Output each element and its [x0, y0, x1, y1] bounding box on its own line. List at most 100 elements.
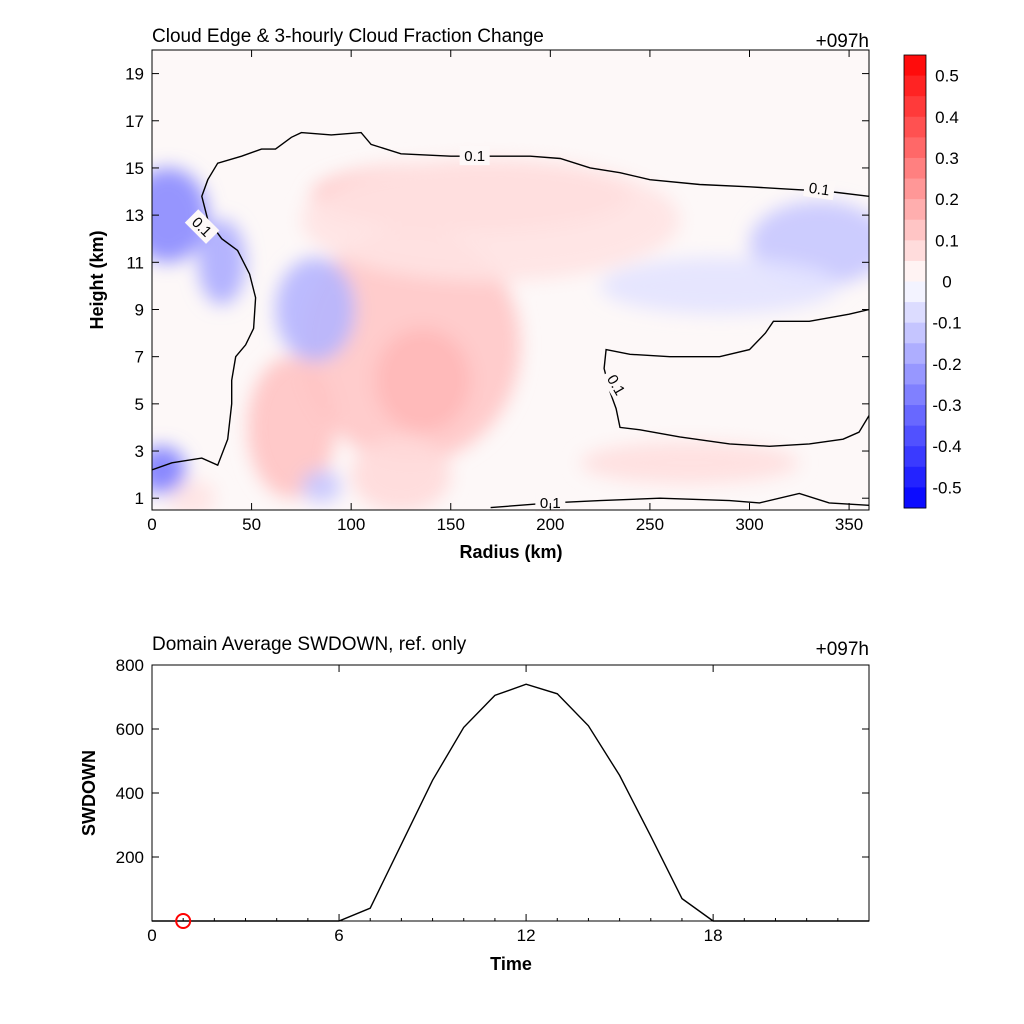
contour-label-background: [803, 177, 836, 201]
colorbar-swatch: [904, 302, 926, 324]
colorbar: 0.5 0.4 0.3 0.2 0.1 0 -0.1 -0.2 -0.3 -0.4 -0.5: [903, 54, 962, 509]
line-chart-title: Domain Average SWDOWN, ref. only: [152, 634, 467, 655]
x-axis-label: Radius (km): [459, 542, 562, 562]
y-tick-label: 9: [135, 300, 144, 319]
swdown-tick-label: 800: [116, 656, 144, 675]
colorbar-swatch: [904, 178, 926, 200]
colorbar-swatch: [904, 281, 926, 303]
plot-frame: [151, 49, 870, 511]
y-tick-label: 7: [135, 348, 144, 367]
colorbar-swatch: [904, 96, 926, 118]
colorbar-label: 0.4: [935, 108, 959, 127]
line-x-axis-label: Time: [490, 954, 532, 974]
time-tick-label: 6: [334, 926, 343, 945]
negative-anomaly: [301, 469, 342, 503]
colorbar-swatch: [904, 363, 926, 385]
contour-label: 0.1: [459, 146, 490, 166]
time-tick-label: 18: [704, 926, 723, 945]
positive-anomaly: [580, 441, 800, 485]
colorbar-label: -0.2: [932, 355, 961, 374]
colorbar-swatch: [904, 219, 926, 241]
negative-anomaly: [600, 257, 840, 315]
y-tick-label: 19: [125, 65, 144, 84]
colorbar-swatch: [904, 137, 926, 159]
negative-anomaly: [275, 257, 356, 362]
contour-label-background: [600, 366, 633, 403]
colorbar-label: 0.2: [935, 190, 959, 209]
contour-label-text: 0.1: [808, 180, 831, 200]
colorbar-swatch: [904, 157, 926, 180]
x-tick-label: 250: [636, 515, 664, 534]
swdown-series: [152, 683, 869, 929]
colorbar-swatch: [904, 75, 926, 97]
y-tick-label: 15: [125, 159, 144, 178]
time-tick-label: 0: [147, 926, 156, 945]
negative-anomaly: [152, 167, 208, 263]
x-tick-label: 0: [147, 515, 156, 534]
colorbar-swatch: [904, 466, 926, 488]
colorbar-label: 0.3: [935, 149, 959, 168]
contour-label-text: 0.1: [464, 148, 485, 165]
y-tick-label: 5: [135, 395, 144, 414]
current-time-marker: [175, 913, 192, 929]
time-label: +097h: [816, 31, 869, 52]
swdown-tick-label: 200: [116, 848, 144, 867]
x-tick-label: 50: [242, 515, 261, 534]
y-tick-label: 3: [135, 442, 144, 461]
x-tick-label: 200: [536, 515, 564, 534]
y-tick-label: 13: [125, 206, 144, 225]
swdown-panel: 0 6 12 18 200 400 600 800 Domain Average SWDOWN…: [79, 634, 870, 974]
bottom-axis-ticks: 0 6 12 18 200 400 600 800: [116, 656, 869, 945]
colorbar-swatch: [904, 55, 926, 77]
cloud-fraction-panel: 0.10.10.10.10.1 0 50 100 150 200 250 300 350135…: [87, 26, 962, 562]
x-tick-label: 350: [835, 515, 863, 534]
colorbar-label: -0.4: [932, 437, 961, 456]
y-tick-label: 11: [126, 253, 144, 272]
time-tick-label: 12: [517, 926, 536, 945]
swdown-tick-label: 400: [116, 784, 144, 803]
positive-anomaly: [167, 479, 216, 510]
colorbar-label: 0.1: [935, 231, 959, 250]
colorbar-swatch: [904, 405, 926, 427]
colorbar-label: 0: [942, 273, 951, 292]
colorbar-swatch: [904, 384, 926, 406]
positive-anomaly: [351, 436, 451, 510]
positive-anomaly: [301, 226, 521, 463]
contour-line-2: [490, 492, 869, 509]
contour-line-0: [152, 131, 869, 471]
chart-title: Cloud Edge & 3-hourly Cloud Fraction Cha…: [152, 26, 544, 47]
line-y-axis-label: SWDOWN: [79, 750, 99, 836]
colorbar-swatch: [904, 487, 926, 509]
swdown-tick-label: 600: [116, 720, 144, 739]
contour-label-background: [535, 492, 566, 512]
x-tick-label: 100: [337, 515, 365, 534]
y-tick-label: 17: [125, 112, 144, 131]
x-tick-label: 300: [735, 515, 763, 534]
colorbar-frame: [903, 54, 927, 509]
colorbar-swatch: [904, 116, 926, 138]
colorbar-label: -0.1: [932, 314, 961, 333]
swdown-line: [152, 683, 869, 922]
line-time-label: +097h: [816, 639, 869, 660]
positive-anomaly: [247, 356, 336, 499]
negative-anomaly: [197, 219, 246, 305]
x-tick-label: 150: [437, 515, 465, 534]
colorbar-swatch: [904, 199, 926, 221]
y-tick-label: 1: [135, 489, 144, 508]
colorbar-swatch: [904, 343, 926, 365]
y-axis-label: Height (km): [87, 230, 107, 329]
colorbar-label: 0.5: [935, 67, 959, 86]
line-plot-frame: [151, 664, 870, 922]
contour-label: 0.1: [803, 177, 836, 201]
contour-label-background: [459, 146, 490, 166]
colorbar-swatch: [904, 425, 926, 447]
negative-anomaly: [152, 446, 186, 494]
cloud-fraction-field: [152, 158, 869, 510]
contour-label-background: [184, 209, 220, 244]
colorbar-swatch: [904, 322, 926, 344]
colorbar-label: -0.5: [932, 478, 961, 497]
colorbar-label: -0.3: [932, 396, 961, 415]
colorbar-swatch: [904, 446, 926, 468]
